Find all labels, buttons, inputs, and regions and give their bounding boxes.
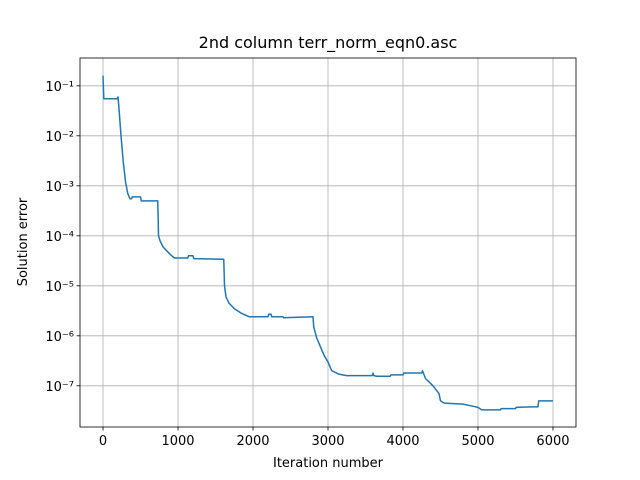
- plot-area: [102, 75, 553, 411]
- grid: [80, 58, 576, 427]
- x-tick-label: 4000: [386, 434, 419, 449]
- y-tick-label: 10⁻¹: [45, 80, 74, 95]
- x-tick-label: 6000: [536, 434, 569, 449]
- x-tick-label: 3000: [311, 434, 344, 449]
- x-tick-label: 1000: [161, 434, 194, 449]
- x-tick-label: 0: [99, 434, 107, 449]
- data-line: [102, 75, 553, 411]
- x-tick-label: 5000: [461, 434, 494, 449]
- x-tick-label: 2000: [236, 434, 269, 449]
- x-axis-label: Iteration number: [273, 456, 384, 471]
- y-tick-label: 10⁻³: [45, 180, 74, 195]
- y-tick-label: 10⁻⁷: [45, 380, 74, 395]
- y-tick-label: 10⁻⁵: [45, 280, 74, 295]
- chart-title: 2nd column terr_norm_eqn0.asc: [199, 33, 458, 53]
- y-tick-label: 10⁻⁶: [45, 330, 74, 345]
- ticks: 0 1000 2000 3000 4000 5000 6000 10⁻⁷ 10⁻⁶ 10⁻⁵ 10⁻…: [45, 80, 569, 449]
- y-axis-label: Solution error: [16, 197, 31, 286]
- y-tick-label: 10⁻²: [45, 130, 74, 145]
- y-tick-label: 10⁻⁴: [45, 230, 74, 245]
